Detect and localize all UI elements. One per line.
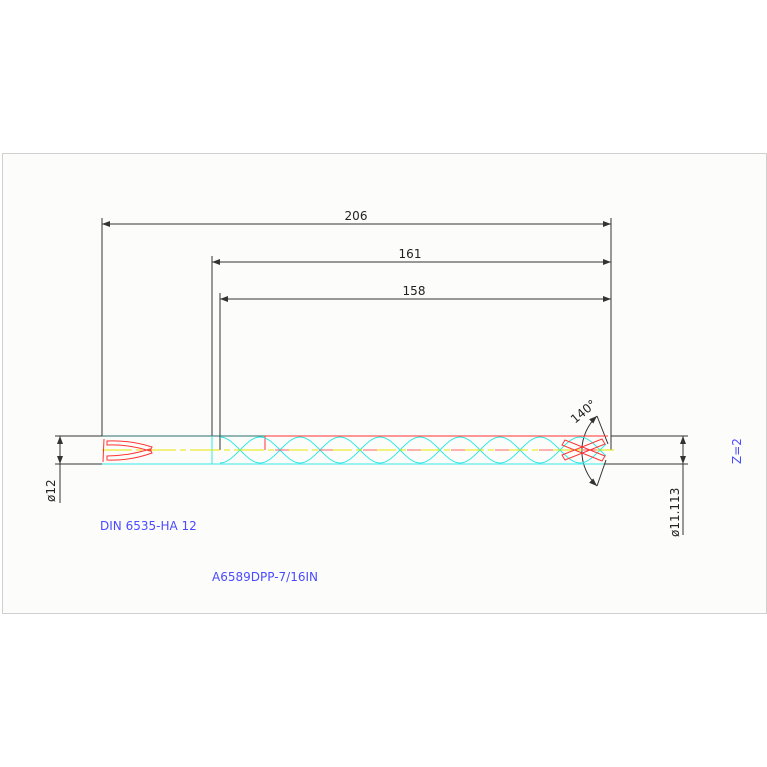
angle-140: 140° — [568, 397, 599, 426]
drill-body — [102, 435, 614, 465]
part-number: A6589DPP-7/16IN — [212, 570, 318, 584]
dim-161: 161 — [399, 247, 422, 261]
standard-note: DIN 6535-HA 12 — [100, 519, 197, 533]
dim-206: 206 — [345, 209, 368, 223]
extension-lines — [55, 218, 688, 465]
dim-dia11: ø11.113 — [668, 488, 682, 537]
dim-dia12: ø12 — [44, 479, 58, 502]
drawing-frame — [2, 153, 767, 614]
angle-arc — [581, 415, 598, 487]
dim-158: 158 — [403, 284, 426, 298]
flute-count: Z=2 — [730, 438, 744, 464]
